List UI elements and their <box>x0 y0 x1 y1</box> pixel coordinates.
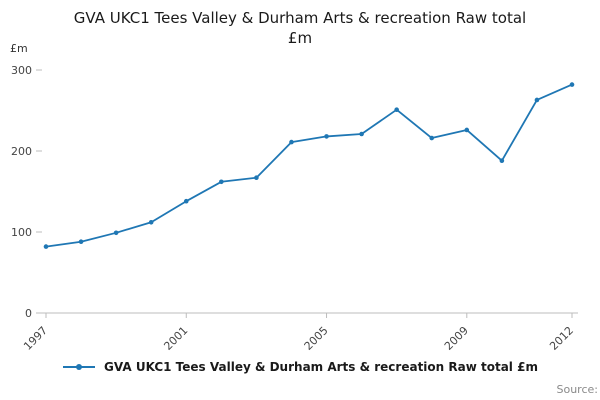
x-tick-label: 1997 <box>21 324 50 353</box>
chart-title: GVA UKC1 Tees Valley & Durham Arts & rec… <box>73 9 527 48</box>
y-axis-unit-label: £m <box>10 42 28 55</box>
data-point-marker <box>569 82 575 87</box>
y-tick-label: 0 <box>25 307 32 320</box>
y-tick-label: 100 <box>11 226 32 239</box>
data-point-marker <box>394 107 399 112</box>
x-tick-label: 2005 <box>302 324 331 353</box>
legend-line-swatch <box>63 364 96 370</box>
data-point-marker <box>289 139 294 145</box>
data-point-marker <box>78 239 84 245</box>
legend: GVA UKC1 Tees Valley & Durham Arts & rec… <box>0 360 600 374</box>
x-tick-label: 2001 <box>161 324 190 353</box>
data-point-marker <box>324 134 329 139</box>
legend-marker <box>76 364 83 370</box>
data-point-marker <box>534 97 540 103</box>
data-point-marker <box>254 175 259 181</box>
data-point-marker <box>183 198 189 204</box>
y-tick-label: 300 <box>11 64 32 77</box>
data-point-marker <box>113 230 119 236</box>
legend-label: GVA UKC1 Tees Valley & Durham Arts & rec… <box>104 360 538 374</box>
data-point-marker <box>43 244 49 249</box>
data-point-marker <box>429 135 435 141</box>
y-tick-label: 200 <box>11 145 32 158</box>
source-label: Source: <box>556 383 599 396</box>
x-tick-label: 2009 <box>442 324 471 353</box>
data-point-marker <box>148 219 154 225</box>
x-tick-label: 2012 <box>547 324 576 353</box>
data-series-line <box>45 83 573 248</box>
data-point-marker <box>219 179 224 185</box>
data-point-marker <box>464 127 470 133</box>
data-point-marker <box>499 158 505 164</box>
data-point-marker <box>359 131 364 137</box>
